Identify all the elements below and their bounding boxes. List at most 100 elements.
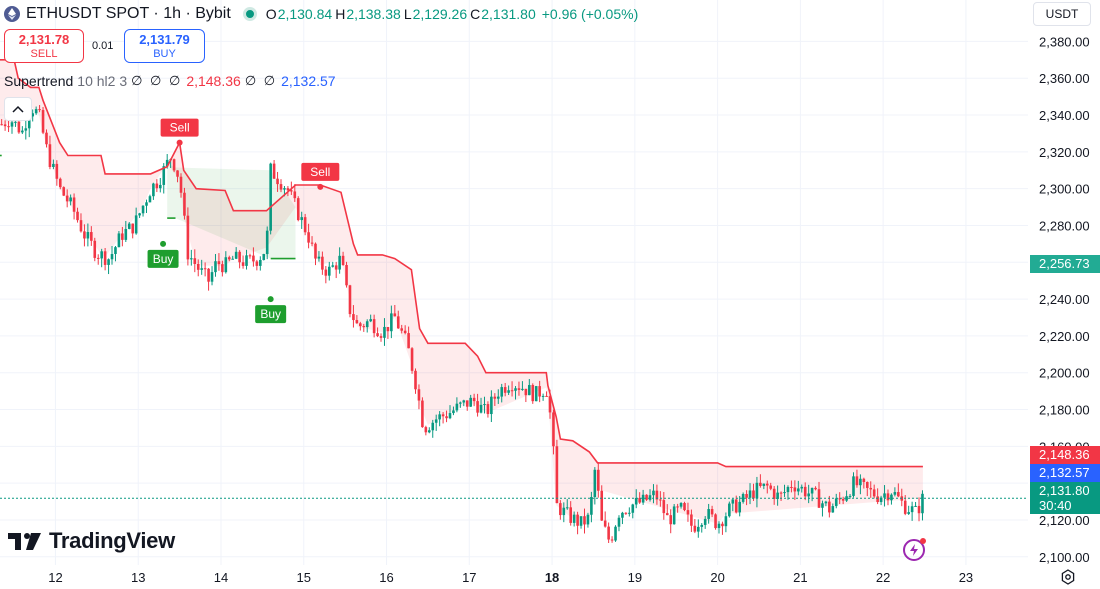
candle-body — [41, 110, 45, 133]
alerts-button[interactable] — [903, 538, 926, 561]
candle-body — [34, 109, 38, 114]
candle-body — [86, 232, 90, 239]
candle-body — [269, 163, 272, 231]
candle-body — [462, 400, 466, 403]
candle-body — [755, 482, 759, 499]
candle-body — [372, 319, 376, 334]
candle-body — [403, 330, 407, 334]
candle-body — [641, 494, 645, 503]
time-axis[interactable]: 12 13 14 15 16 17 18 19 20 21 22 23 — [48, 570, 973, 585]
candle-body — [759, 482, 762, 486]
collapse-legend-button[interactable] — [4, 97, 32, 121]
price-tick-label: 2,180.00 — [1039, 403, 1090, 418]
candle-body — [476, 401, 479, 413]
candle-body — [290, 190, 293, 192]
candle-body — [238, 251, 241, 263]
candle-body — [383, 326, 386, 338]
candle-body — [586, 514, 590, 525]
candle-body — [834, 498, 838, 507]
candle-body — [883, 493, 886, 498]
candle-body — [62, 187, 66, 196]
price-tick-label: 2,100.00 — [1039, 550, 1090, 565]
low-label: L — [403, 6, 412, 22]
candle-body — [648, 495, 652, 500]
sell-button[interactable]: 2,131.78 SELL — [4, 29, 84, 63]
candle-body — [690, 514, 693, 526]
candle-body — [610, 539, 614, 541]
candle-body — [303, 217, 307, 233]
open-label: O — [265, 6, 277, 22]
high-label: H — [335, 6, 346, 22]
candle-body — [310, 242, 314, 244]
candle-body — [193, 258, 197, 264]
time-tick-label: 19 — [628, 570, 642, 585]
signal-sell-3: Sell — [301, 162, 340, 190]
candle-body — [55, 163, 59, 179]
signal-buy-2: Buy — [255, 296, 287, 324]
candle-body — [69, 197, 72, 202]
candle-body — [427, 430, 431, 433]
time-tick-label: 16 — [379, 570, 393, 585]
candle-body — [879, 497, 883, 503]
candle-body — [752, 490, 755, 499]
candle-body — [841, 499, 845, 501]
tradingview-logo[interactable]: TradingView — [8, 528, 175, 554]
candle-body — [762, 483, 766, 486]
candle-body — [117, 233, 121, 248]
candle-body — [890, 494, 893, 501]
candle-body — [910, 506, 914, 513]
candle-body — [638, 497, 641, 503]
candle-body — [300, 217, 303, 221]
candle-body — [252, 255, 255, 262]
time-tick-label: 14 — [214, 570, 228, 585]
candle-body — [438, 414, 441, 420]
close-label: C — [470, 6, 481, 22]
candle-body — [241, 262, 245, 266]
candle-body — [628, 512, 631, 514]
supertrend-legend[interactable]: Supertrend 10 hl2 3 ∅ ∅ ∅ 2,148.36 ∅ ∅ 2… — [4, 73, 336, 89]
candle-body — [741, 493, 745, 502]
price-tick-label: 2,240.00 — [1039, 292, 1090, 307]
candle-body — [7, 126, 10, 128]
candle-body — [52, 163, 55, 167]
candle-body — [262, 254, 266, 260]
sell-label: SELL — [30, 48, 58, 60]
candle-body — [265, 230, 269, 255]
candle-body — [76, 211, 79, 221]
candle-body — [176, 170, 179, 177]
svg-text:Buy: Buy — [153, 252, 174, 266]
candle-body — [348, 285, 352, 315]
candle-body — [893, 492, 897, 495]
candle-body — [131, 223, 135, 234]
signal-labels: Sell Buy Buy Sell — [147, 118, 340, 324]
candle-body — [769, 485, 773, 489]
candle-body — [203, 268, 207, 270]
price-tick-label: 2,360.00 — [1039, 71, 1090, 86]
open-value: 2,130.84 — [277, 6, 333, 22]
candle-body — [0, 124, 3, 126]
candle-body — [103, 251, 107, 265]
gear-icon — [1061, 569, 1075, 585]
candle-body — [248, 255, 252, 257]
candle-body — [410, 348, 414, 371]
symbol-title[interactable]: ETHUSDT SPOT · 1h · Bybit — [26, 5, 231, 22]
currency-selector[interactable]: USDT — [1033, 2, 1091, 26]
chart-settings-button[interactable] — [1058, 567, 1078, 587]
candle-body — [424, 427, 428, 433]
candle-body — [524, 388, 528, 396]
price-tick-label: 2,280.00 — [1039, 218, 1090, 233]
candle-body — [396, 316, 400, 329]
candle-body — [145, 202, 148, 206]
indicator-name: Supertrend — [4, 73, 74, 89]
time-tick-label: 15 — [297, 570, 311, 585]
candle-body — [65, 195, 69, 202]
candle-body — [779, 492, 783, 494]
candle-body — [79, 220, 83, 232]
buy-button[interactable]: 2,131.79 BUY — [124, 29, 205, 63]
candle-body — [603, 520, 607, 527]
candle-body — [500, 387, 504, 397]
spread-value: 0.01 — [92, 40, 114, 52]
candle-body — [293, 191, 297, 199]
time-tick-label: 21 — [793, 570, 807, 585]
supertrend-fills — [0, 59, 923, 524]
